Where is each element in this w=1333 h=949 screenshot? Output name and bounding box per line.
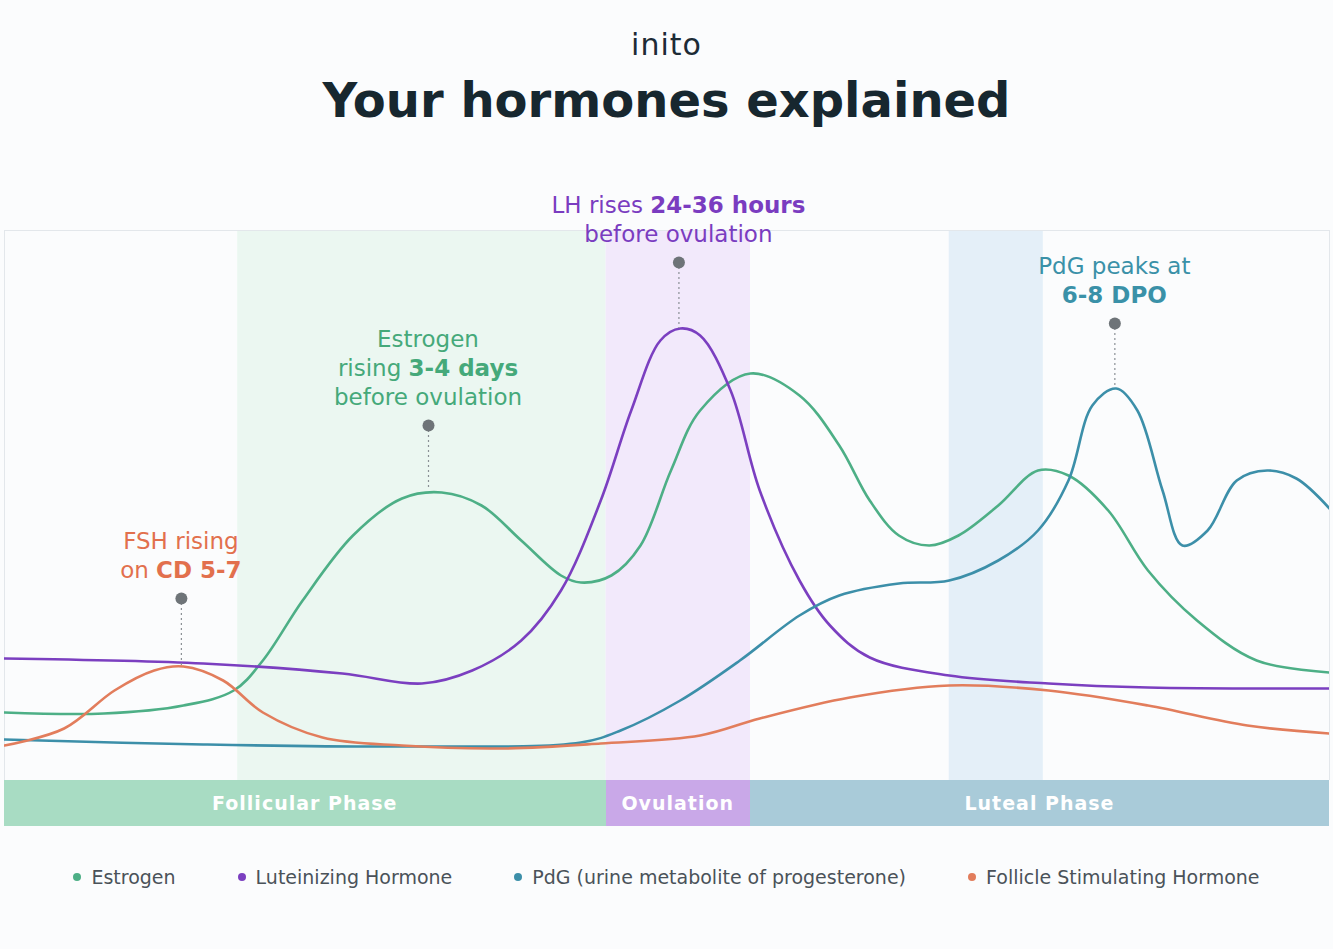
html-text:Follicular Phase: Follicular Phase [212,792,398,814]
html-text:PdG (urine metabolite of proge: PdG (urine metabolite of progesterone) [532,866,906,888]
html-text:Luteal Phase: Luteal Phase [964,792,1115,814]
svg-text:PdG peaks at: PdG peaks at [1038,253,1190,279]
html-text:Ovulation: Ovulation [621,792,734,814]
svg-text:LH rises 24-36 hours: LH rises 24-36 hours [551,192,805,218]
svg-text:Estrogen: Estrogen [377,326,479,352]
svg-text:rising 3-4 days: rising 3-4 days [338,355,518,381]
svg-text:before ovulation: before ovulation [584,221,772,247]
svg-text:6-8 DPO: 6-8 DPO [1062,282,1167,308]
svg-text:on CD 5-7: on CD 5-7 [120,557,242,583]
html-text:inito: inito [631,27,702,62]
svg-text:FSH rising: FSH rising [123,528,238,554]
svg-text:before ovulation: before ovulation [334,384,522,410]
html-text:Estrogen: Estrogen [91,866,176,888]
html-text:Your hormones explained: Your hormones explained [322,72,1011,128]
html-text:Follicle Stimulating Hormone: Follicle Stimulating Hormone [986,866,1260,888]
html-text:Luteinizing Hormone: Luteinizing Hormone [255,866,453,888]
